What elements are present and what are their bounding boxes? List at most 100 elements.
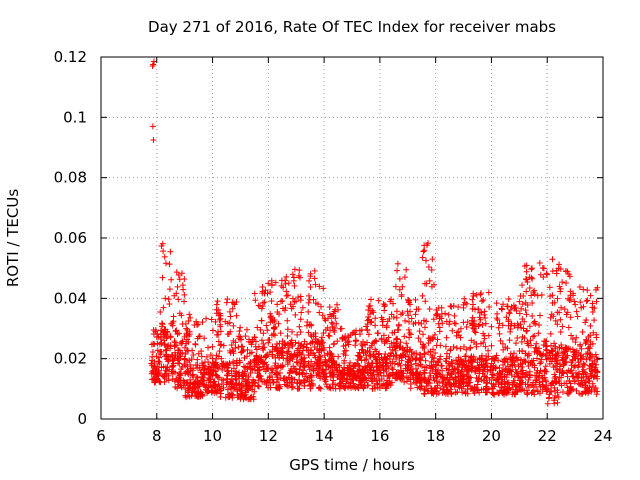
data-point [454,361,461,368]
data-point [407,366,414,373]
data-point [284,326,291,333]
data-point [561,306,568,313]
data-point [558,374,565,381]
data-point [280,284,287,291]
data-point [195,333,202,340]
data-point [578,304,585,311]
data-point [435,320,442,327]
data-point [436,379,443,386]
data-point [328,313,335,320]
data-point [399,310,406,317]
data-point [401,274,408,281]
data-point [311,344,318,351]
data-point [522,307,529,314]
data-point [417,379,424,386]
data-point [549,256,556,263]
data-point [509,354,516,361]
data-point [443,350,450,357]
data-point [567,314,574,321]
data-point [332,381,339,388]
data-point [403,374,410,381]
data-point [372,315,379,322]
data-point [388,340,395,347]
data-point [343,378,350,385]
data-point [383,324,390,331]
data-point [169,368,176,375]
data-point [430,316,437,323]
data-point [572,362,579,369]
data-point [433,388,440,395]
data-point [233,312,240,319]
data-point [389,365,396,372]
data-point [388,296,395,303]
data-point [236,359,243,366]
data-point [547,342,554,349]
data-point [185,371,192,378]
data-point [421,370,428,377]
data-point [228,342,235,349]
data-point [380,316,387,323]
data-point [390,314,397,321]
data-point [188,356,195,363]
data-point [229,305,236,312]
data-point [496,387,503,394]
data-point [187,314,194,321]
data-point [224,320,231,327]
data-point [543,346,550,353]
data-point [279,352,286,359]
data-point [412,311,419,318]
data-point [172,339,179,346]
data-point [203,315,210,322]
data-point [384,338,391,345]
data-point [427,372,434,379]
data-point [485,353,492,360]
data-point [198,353,205,360]
data-point [458,358,465,365]
data-point [284,361,291,368]
data-point [506,337,513,344]
data-point [570,373,577,380]
data-point [391,344,398,351]
data-point [259,303,266,310]
data-point [175,356,182,363]
data-point [549,292,556,299]
data-point [551,394,558,401]
data-point [454,366,461,373]
data-point [167,248,174,255]
data-point [475,375,482,382]
data-point [358,381,365,388]
data-point [181,344,188,351]
data-point [504,303,511,310]
data-point [336,362,343,369]
data-point [150,58,157,65]
data-point [268,315,275,322]
data-point [331,364,338,371]
data-point [297,329,304,336]
data-point [149,368,156,375]
data-point [558,304,565,311]
data-point [455,332,462,339]
data-point [407,346,414,353]
data-point [423,242,430,249]
data-point [363,377,370,384]
data-point [554,389,561,396]
data-point [470,301,477,308]
data-point [268,369,275,376]
data-point [269,376,276,383]
data-point [590,329,597,336]
data-point [495,324,502,331]
data-point [238,371,245,378]
data-point [210,367,217,374]
data-point [316,283,323,290]
data-point [189,347,196,354]
data-point [551,375,558,382]
data-point [589,340,596,347]
data-point [538,292,545,299]
data-point [528,265,535,272]
data-point [570,386,577,393]
data-point [157,379,164,386]
data-point [532,344,539,351]
data-point [584,297,591,304]
data-point [497,337,504,344]
data-point [492,364,499,371]
